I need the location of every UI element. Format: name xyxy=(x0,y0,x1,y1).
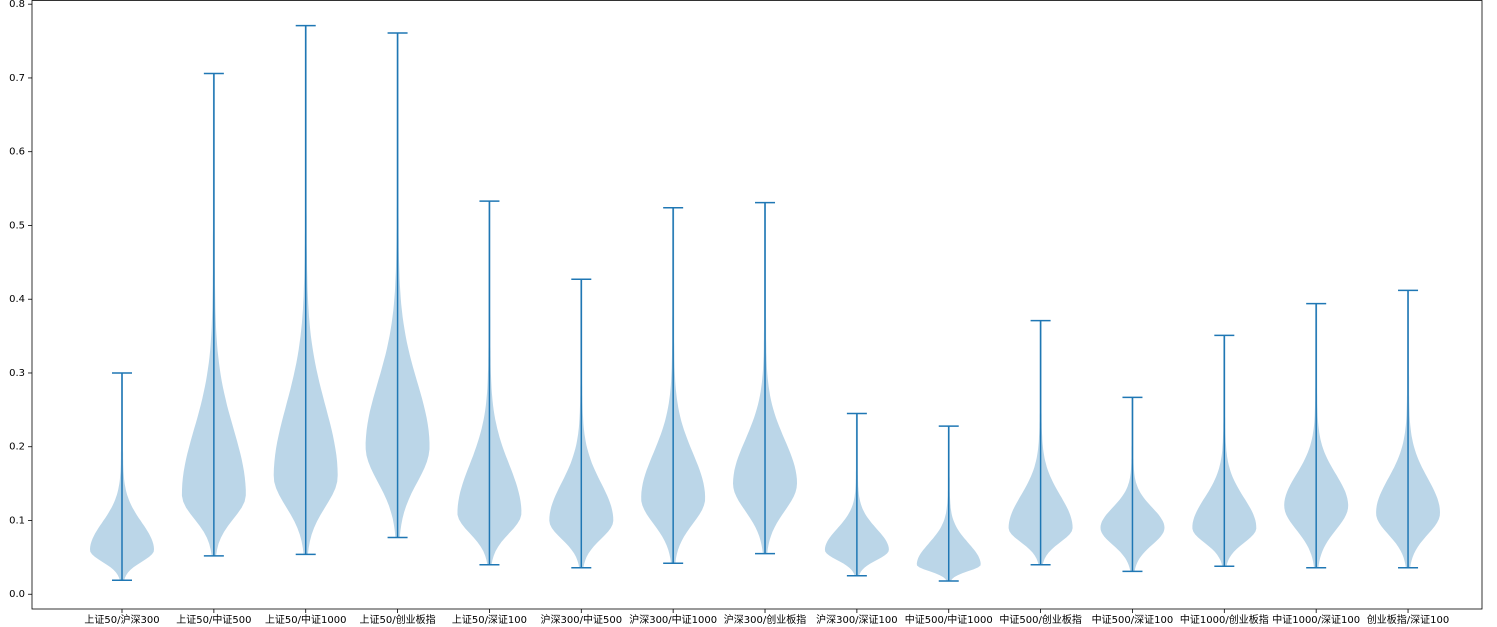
x-tick-label: 沪深300/创业板指 xyxy=(724,613,806,626)
x-tick-label: 上证50/中证1000 xyxy=(265,613,347,626)
y-tick-label: 0.6 xyxy=(9,147,25,158)
y-tick-label: 0.3 xyxy=(9,368,25,379)
y-tick-label: 0.5 xyxy=(9,220,25,231)
x-tick-label: 沪深300/中证500 xyxy=(541,613,623,626)
y-tick-label: 0.2 xyxy=(9,442,25,453)
y-tick-label: 0.0 xyxy=(9,589,25,600)
x-tick-label: 上证50/中证500 xyxy=(176,613,251,626)
x-tick-label: 上证50/创业板指 xyxy=(360,613,436,626)
y-tick-label: 0.4 xyxy=(9,294,25,305)
x-tick-label: 沪深300/深证100 xyxy=(816,613,898,626)
x-tick-label: 沪深300/中证1000 xyxy=(629,613,717,626)
x-tick-label: 中证1000/深证100 xyxy=(1272,613,1360,626)
x-tick-label: 中证500/中证1000 xyxy=(905,613,993,626)
plot-frame xyxy=(31,0,1483,610)
x-tick-label: 上证50/深证100 xyxy=(452,614,527,626)
y-tick-label: 0.1 xyxy=(9,515,25,526)
y-tick-label: 0.7 xyxy=(9,73,25,84)
x-tick-label: 中证500/创业板指 xyxy=(999,613,1081,626)
y-tick-label: 0.8 xyxy=(9,0,25,10)
x-tick-label: 中证1000/创业板指 xyxy=(1180,613,1269,626)
x-tick-label: 中证500/深证100 xyxy=(1092,613,1174,626)
x-tick-label: 上证50/沪深300 xyxy=(84,613,159,626)
x-tick-label: 创业板指/深证100 xyxy=(1367,613,1449,626)
